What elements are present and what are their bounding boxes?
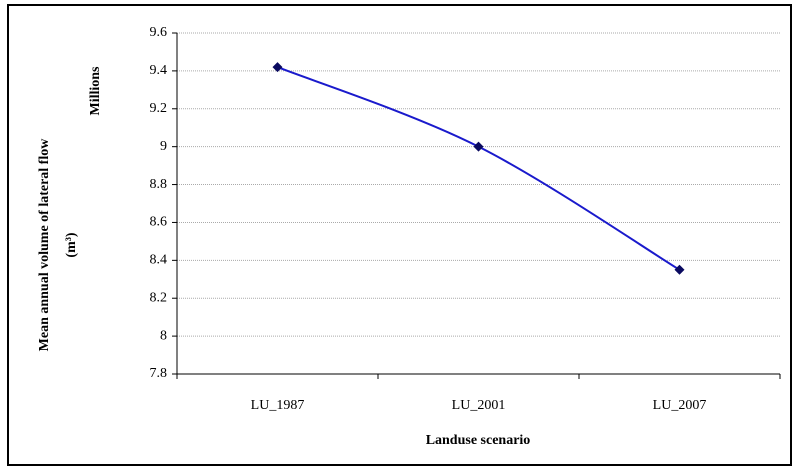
y-tick-label: 8.8 [150,177,168,192]
marker [674,264,685,275]
y-tick-label: 9 [160,139,167,154]
marker [473,141,484,152]
y-axis-label: (m³) [64,232,79,258]
x-axis-label: Landuse scenario [426,433,531,448]
x-tick-label: LU_1987 [251,398,305,413]
y-tick-label: 8 [160,328,167,343]
x-tick-label: LU_2007 [653,398,707,413]
y-unit: Millions [88,66,103,116]
y-tick-label: 8.4 [150,253,168,268]
x-tick-label: LU_2001 [452,398,506,413]
y-tick-label: 9.2 [150,101,168,116]
y-tick-label: 7.8 [150,366,168,381]
y-axis-label: Mean annual volume of lateral flow [37,138,52,352]
y-tick-label: 9.6 [150,25,168,40]
marker [272,62,283,73]
frame [7,4,792,466]
y-tick-label: 9.4 [150,63,168,78]
y-tick-label: 8.6 [150,215,168,230]
y-tick-label: 8.2 [150,290,168,305]
